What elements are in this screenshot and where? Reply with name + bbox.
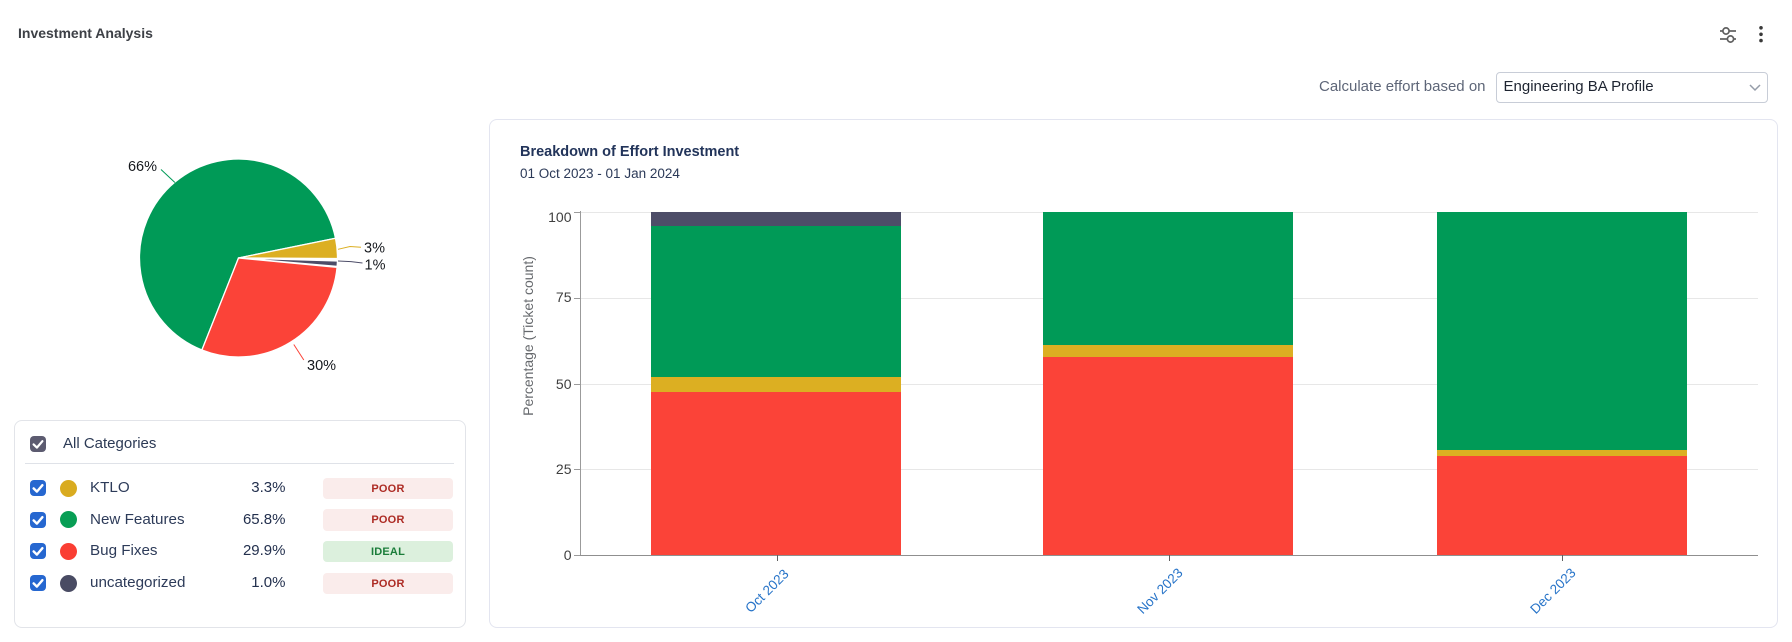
svg-text:30%: 30% xyxy=(307,358,336,374)
svg-text:3%: 3% xyxy=(364,241,385,257)
svg-text:1%: 1% xyxy=(365,258,386,274)
svg-text:66%: 66% xyxy=(128,159,157,175)
